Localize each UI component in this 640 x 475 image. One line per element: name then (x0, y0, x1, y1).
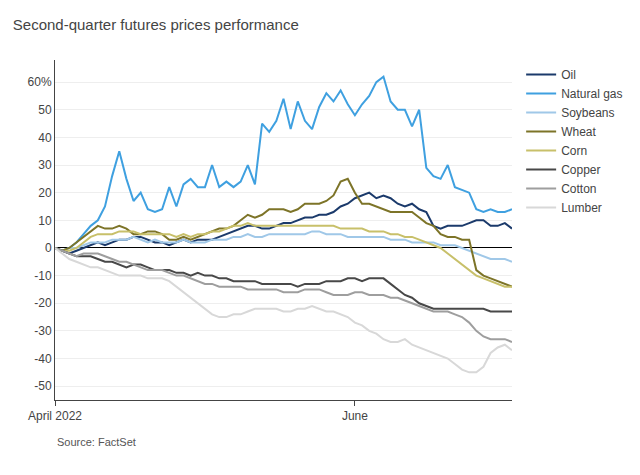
svg-text:Oil: Oil (561, 68, 576, 82)
svg-text:April 2022: April 2022 (28, 409, 82, 423)
svg-text:Source: FactSet: Source: FactSet (57, 436, 136, 448)
svg-text:-10: -10 (34, 269, 52, 283)
svg-text:Wheat: Wheat (561, 125, 596, 139)
svg-text:-30: -30 (34, 324, 52, 338)
svg-text:Corn: Corn (561, 144, 587, 158)
svg-text:Natural gas: Natural gas (561, 87, 622, 101)
svg-text:Cotton: Cotton (561, 182, 596, 196)
svg-text:40: 40 (38, 131, 52, 145)
svg-text:Soybeans: Soybeans (561, 106, 614, 120)
svg-text:10: 10 (38, 214, 52, 228)
svg-text:-50: -50 (34, 379, 52, 393)
svg-text:Second-quarter futures prices: Second-quarter futures prices performanc… (13, 16, 299, 33)
svg-text:Copper: Copper (561, 163, 600, 177)
svg-text:Lumber: Lumber (561, 201, 602, 215)
svg-text:50: 50 (38, 103, 52, 117)
svg-text:30: 30 (38, 158, 52, 172)
svg-text:-20: -20 (34, 296, 52, 310)
svg-text:20: 20 (38, 186, 52, 200)
svg-text:-40: -40 (34, 352, 52, 366)
svg-text:60%: 60% (28, 75, 52, 89)
svg-text:June: June (342, 409, 368, 423)
svg-text:0: 0 (45, 241, 52, 255)
